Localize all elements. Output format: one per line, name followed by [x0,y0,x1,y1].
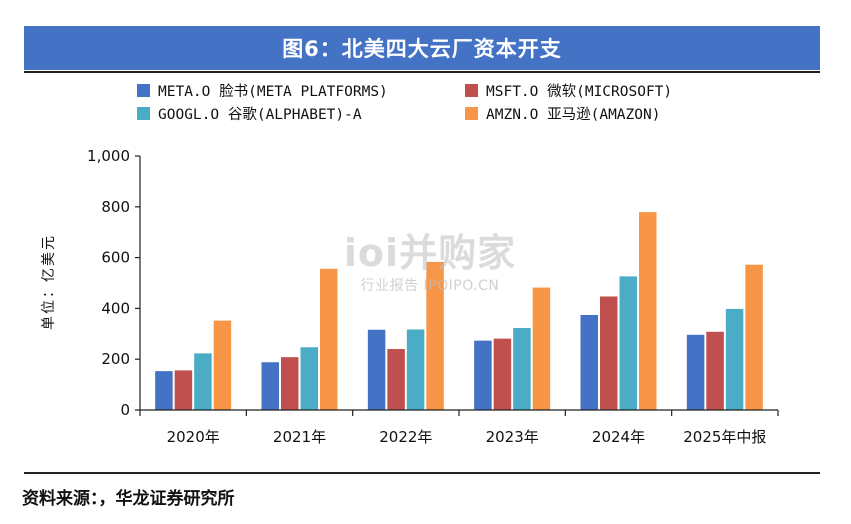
bar-3-5 [745,264,763,410]
y-tick-label-5: 1,000 [87,147,130,165]
legend-item-meta: META.O 脸书(META PLATFORMS) [137,80,388,100]
bar-2-1 [300,347,318,410]
chart-title: 图6：北美四大云厂资本开支 [282,37,562,61]
bar-1-0 [174,370,193,410]
bar-0-5 [686,334,705,410]
axes-group: 0 200 400 600 800 1,000 2020年 2021年 2022年 2023年 20… [87,147,779,446]
x-tick-label-0: 2020年 [167,428,220,446]
bar-3-2 [426,261,444,410]
bar-2-5 [725,308,744,410]
legend-label-googl: GOOGL.O 谷歌(ALPHABET)-A [158,106,362,123]
y-tick-label-0: 0 [120,401,130,419]
legend-label-msft: MSFT.O 微软(MICROSOFT) [486,83,673,100]
y-tick-label-2: 400 [101,299,130,317]
top-rule [24,71,820,73]
chart-title-bar: 图6：北美四大云厂资本开支 [24,26,820,70]
bar-0-2 [367,329,386,410]
y-tick-label-1: 200 [101,350,130,368]
bar-1-1 [281,357,299,410]
bar-2-2 [406,329,425,410]
legend-item-googl: GOOGL.O 谷歌(ALPHABET)-A [137,103,362,123]
y-tick-label-3: 600 [101,249,130,267]
legend-item-msft: MSFT.O 微软(MICROSOFT) [465,80,672,100]
bar-1-2 [387,349,405,410]
x-tick-label-1: 2021年 [273,428,326,446]
bar-3-0 [213,320,232,410]
bar-0-0 [155,371,173,410]
bar-3-3 [532,287,551,410]
legend-label-amzn: AMZN.O 亚马逊(AMAZON) [486,106,661,123]
legend-item-amzn: AMZN.O 亚马逊(AMAZON) [465,103,660,123]
bottom-rule [24,472,820,474]
bars-group [155,212,763,410]
bar-0-1 [261,362,279,410]
legend-label-meta: META.O 脸书(META PLATFORMS) [158,83,388,100]
bar-1-3 [493,338,512,410]
legend-swatch-msft [465,83,478,97]
x-tick-label-3: 2023年 [486,428,539,446]
x-tick-label-4: 2024年 [592,428,645,446]
bar-0-4 [580,315,598,410]
x-tick-label-5: 2025年中报 [683,428,766,446]
legend-swatch-amzn [465,106,478,120]
bar-2-0 [194,353,212,410]
source-note: 资料来源：，华龙证券研究所 [22,489,235,509]
y-tick-label-4: 800 [101,198,130,216]
chart-legend: META.O 脸书(META PLATFORMS) MSFT.O 微软(MICR… [0,0,851,130]
legend-swatch-meta [137,83,150,97]
legend-swatch-googl [137,106,150,120]
bar-2-3 [513,327,531,410]
bar-2-4 [619,276,637,410]
bar-0-3 [474,340,492,410]
bar-1-5 [706,331,724,410]
x-tick-label-2: 2022年 [379,428,432,446]
bar-3-4 [639,212,657,410]
bar-1-4 [600,296,618,410]
bar-3-1 [320,268,338,410]
